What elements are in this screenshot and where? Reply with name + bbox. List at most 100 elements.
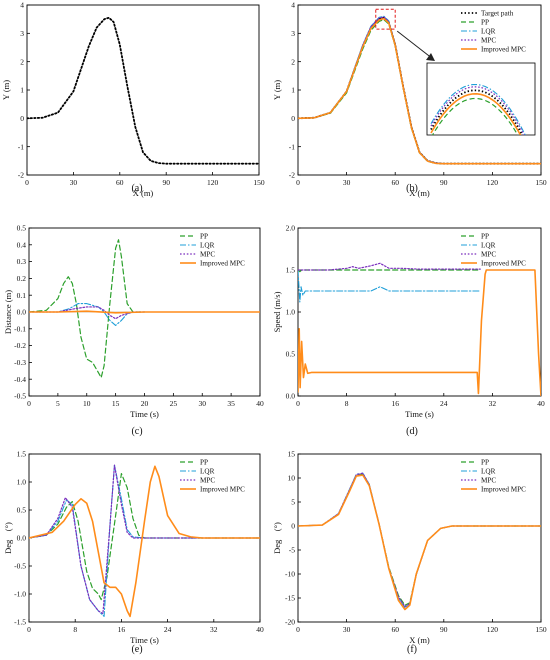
y-tick-label: 5 [291,498,295,507]
x-tick-label: 120 [207,178,219,187]
x-tick-label: 30 [199,399,207,408]
y-tick-label: -20 [285,618,295,627]
x-tick-label: 40 [256,625,264,634]
x-tick-label: 90 [162,178,170,187]
legend-label-pp: PP [200,459,208,467]
legend-label-pp: PP [481,459,489,467]
y-tick-label: -2 [289,171,295,180]
x-tick-label: 16 [118,625,126,634]
legend-label-pp: PP [200,233,208,241]
panel-1: 0 30 60 90 120 150 -2 -1 0 1 2 3 4 X (m) Y (m) Target p… [272,1,547,198]
y-tick-label: -0.1 [14,324,26,333]
x-tick-label: 0 [296,399,300,408]
series-line-improved [298,474,541,611]
y-tick-label: 1 [291,86,295,95]
x-axis-label: Time (s) [405,409,434,419]
y-tick-label: -0.5 [14,562,26,571]
y-tick-label: 1.5 [17,450,27,459]
x-tick-label: 60 [391,625,399,634]
x-axis-label: X (m) [133,188,154,198]
y-tick-label: 1 [20,86,24,95]
legend-label-mpc: MPC [200,251,215,259]
y-tick-label: 2.0 [286,224,296,233]
legend-label-pp: PP [481,233,489,241]
series-line-target [27,16,259,165]
y-tick-label: 0.3 [17,257,27,266]
y-tick-label: 15 [288,450,296,459]
x-tick-label: 0 [296,625,300,634]
plot-frame [297,227,542,397]
y-tick-label: 0.0 [17,308,27,317]
y-axis-label: Deg (°) [3,522,13,554]
x-tick-label: 0 [27,625,31,634]
x-tick-label: 150 [535,625,547,634]
series-group [27,16,259,165]
y-tick-label: 0.5 [17,506,27,515]
x-axis-label: Time (s) [130,409,159,419]
x-tick-label: 30 [343,625,351,634]
x-tick-label: 24 [164,625,172,634]
y-tick-label: 1.0 [17,478,27,487]
x-tick-label: 60 [116,178,124,187]
series-line-mpc [298,262,481,271]
inset-line-improved [430,93,522,135]
y-tick-label: -1.0 [14,590,26,599]
series-line-pp [29,239,146,379]
x-tick-label: 24 [440,399,448,408]
x-tick-label: 120 [487,178,499,187]
x-tick-label: 35 [227,399,235,408]
y-tick-label: 0 [291,522,295,531]
zoom-arrow [396,30,434,60]
x-tick-label: 32 [210,625,218,634]
inset-line-mpc [430,86,525,135]
y-tick-label: 0.5 [286,350,296,359]
y-tick-label: -1 [18,142,24,151]
y-tick-label: 3 [20,29,24,38]
series-line-pp [298,269,481,273]
x-tick-label: 90 [440,178,448,187]
y-tick-label: 10 [288,474,296,483]
legend-label-pp: PP [481,19,489,27]
y-tick-label: -0.3 [14,358,26,367]
series-line-improved [298,269,541,396]
panel-0: 0 30 60 90 120 150 -2 -1 0 1 2 3 4 X (m) Y (m) (a) [1,1,265,198]
series-line-lqr [298,269,481,303]
x-tick-label: 32 [489,399,497,408]
series-line-mpc [29,306,146,320]
panel-label: (a) [131,183,142,194]
y-tick-label: 4 [20,1,24,10]
series-line-lqr [29,464,260,617]
legend-label-mpc: MPC [481,251,496,259]
y-tick-label: 0 [291,114,295,123]
x-tick-label: 30 [70,178,78,187]
panel-label: (e) [131,644,142,655]
x-tick-label: 90 [440,625,448,634]
x-axis-label: Time (s) [130,635,159,645]
series-group [29,239,260,379]
series-line-mpc [29,464,260,615]
series-group [298,15,541,165]
x-tick-label: 40 [256,399,264,408]
series-line-pp [29,473,260,601]
x-tick-label: 0 [296,178,300,187]
y-tick-label: 0.0 [286,392,296,401]
x-tick-label: 5 [56,399,60,408]
y-tick-label: 2 [20,57,24,66]
x-axis-label: X (m) [409,188,430,198]
y-tick-label: -0.5 [14,392,26,401]
x-axis-label: X (m) [409,635,430,645]
plot-frame [26,4,260,176]
x-tick-label: 8 [73,625,77,634]
legend-label-improved: Improved MPC [481,46,526,54]
panel-label: (f) [407,644,417,655]
panel-label: (b) [406,183,418,194]
panel-3: 0 8 16 24 32 40 0.0 0.5 1.0 1.5 2.0 Time (s) Speed (… [272,224,545,437]
legend-label-target: Target path [481,10,514,18]
y-tick-label: -1.5 [14,618,26,627]
plot-frame [297,453,542,623]
y-tick-label: 0.4 [17,240,27,249]
series-group [29,464,260,618]
